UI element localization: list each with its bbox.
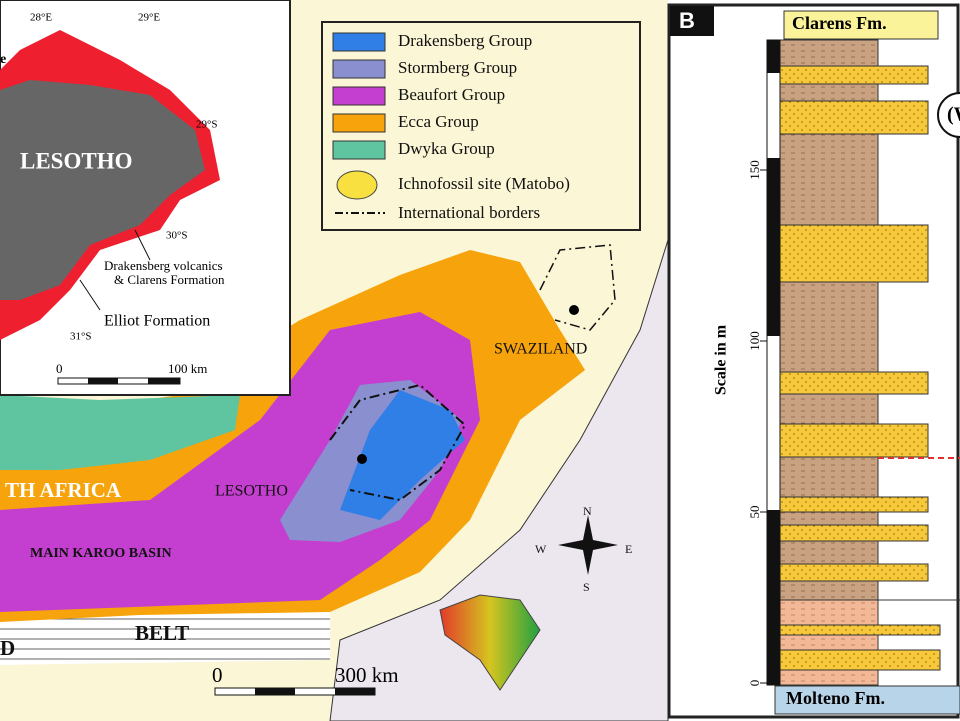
dwyka-area bbox=[0, 395, 240, 470]
border bbox=[539, 244, 616, 331]
inset-scale bbox=[88, 378, 118, 384]
legend-label: Stormberg Group bbox=[398, 58, 517, 77]
legend-swatch bbox=[332, 140, 386, 160]
legend-label: Ecca Group bbox=[398, 112, 479, 131]
legend-swatch bbox=[332, 86, 386, 106]
legend-swatch bbox=[332, 32, 386, 52]
map-label: SWAZILAND bbox=[494, 341, 587, 358]
map-label: MAIN KAROO BASIN bbox=[30, 546, 172, 561]
site-icon bbox=[336, 170, 378, 200]
drakensberg-area bbox=[340, 390, 465, 520]
tick-label: 50 bbox=[747, 506, 762, 519]
leader bbox=[134, 229, 151, 261]
annotation: & Clarens Formation bbox=[114, 272, 225, 287]
annotation: Drakensberg volcanics bbox=[104, 258, 223, 273]
legend-label: International borders bbox=[398, 203, 540, 222]
unit-label: Clarens Fm. bbox=[792, 13, 887, 33]
panel-letter-box bbox=[670, 6, 714, 36]
border bbox=[329, 383, 467, 502]
map-label: BELT bbox=[135, 621, 189, 645]
tick-label: 0 bbox=[747, 680, 762, 687]
unit-box bbox=[774, 685, 960, 715]
site-marker bbox=[357, 454, 367, 464]
legend-swatch bbox=[332, 113, 386, 133]
compass-label: W bbox=[535, 542, 547, 556]
scale-label: 0 bbox=[212, 663, 223, 687]
panel-letter: B bbox=[679, 8, 695, 33]
partial-circle bbox=[937, 92, 960, 138]
inset-scale bbox=[148, 378, 180, 384]
scale-bar: 0 300 km bbox=[212, 663, 399, 696]
compass: N S E W bbox=[535, 504, 632, 594]
fold-belt bbox=[0, 612, 330, 665]
sandstone-beds bbox=[779, 65, 941, 671]
partial-label: e bbox=[0, 52, 6, 67]
legend-label: Beaufort Group bbox=[398, 85, 505, 104]
compass-label: N bbox=[583, 504, 592, 518]
map-label: D bbox=[0, 636, 15, 660]
mudstone bbox=[779, 599, 879, 686]
legend: Ichnofossil site (Matobo) International … bbox=[321, 21, 641, 231]
africa-locator bbox=[439, 594, 541, 691]
lon-label: 29°E bbox=[138, 12, 160, 24]
scale-label: 300 km bbox=[335, 663, 399, 687]
legend-label: Drakensberg Group bbox=[398, 31, 532, 50]
inset-country: LESOTHO bbox=[20, 148, 132, 173]
lat-label: 31°S bbox=[70, 331, 92, 343]
legend-swatch bbox=[332, 59, 386, 79]
tick-label: 100 bbox=[747, 331, 762, 351]
leader bbox=[79, 279, 101, 311]
map-label: TH AFRICA bbox=[5, 478, 122, 502]
legend-label: Ichnofossil site (Matobo) bbox=[398, 174, 570, 193]
site-marker bbox=[569, 305, 579, 315]
compass-label: S bbox=[583, 580, 590, 594]
annotation: Elliot Formation bbox=[104, 313, 210, 330]
unit-label: Molteno Fm. bbox=[786, 688, 885, 708]
partial-label: (W bbox=[947, 104, 960, 126]
unit-box bbox=[783, 10, 939, 40]
inset-scale-label: 100 km bbox=[168, 361, 207, 376]
tick-label: 150 bbox=[747, 160, 762, 180]
lat-label: 30°S bbox=[166, 230, 188, 242]
lesotho-area bbox=[0, 80, 205, 300]
legend-label: Dwyka Group bbox=[398, 139, 495, 158]
lat-label: 29°S bbox=[196, 119, 218, 131]
axis-title: Scale in m bbox=[713, 324, 730, 395]
inset-scale-label: 0 bbox=[56, 361, 63, 376]
compass-label: E bbox=[625, 542, 632, 556]
scale-column bbox=[766, 39, 781, 686]
lon-label: 28°E bbox=[30, 12, 52, 24]
map-label: LESOTHO bbox=[215, 483, 288, 500]
